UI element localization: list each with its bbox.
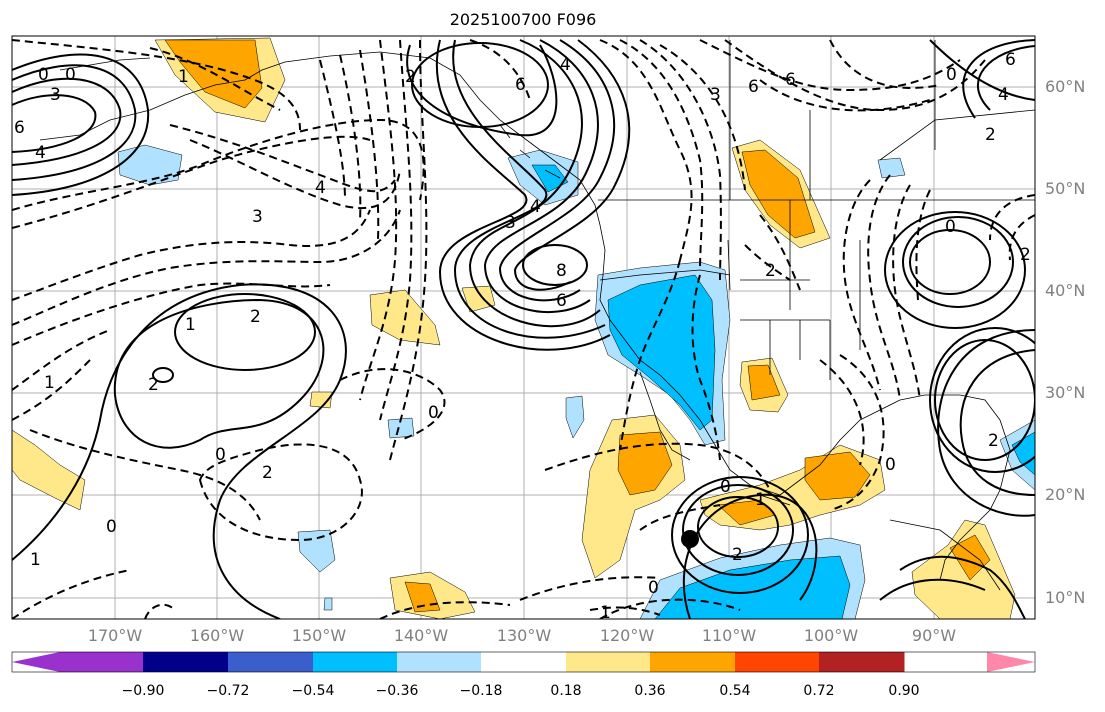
lon-label: 110°W: [701, 626, 757, 645]
negative-anomaly-fill: [117, 144, 1035, 619]
contour-label: 2: [405, 67, 416, 87]
contour-label: 1: [185, 315, 196, 335]
station-dot-marker: [681, 530, 699, 548]
dashed-contours: [12, 39, 1035, 619]
colorbar-segment: [397, 652, 482, 672]
positive-anomaly-fill: [12, 37, 1016, 619]
colorbar-tick-label: −0.72: [206, 683, 250, 699]
contour-label: 4: [315, 178, 326, 198]
contour-label: 4: [560, 55, 571, 75]
contour-label: 6: [14, 118, 25, 138]
solid-contours: [12, 39, 1035, 619]
lon-label: 120°W: [599, 626, 655, 645]
colorbar-segment: [143, 652, 229, 672]
contour-label: 3: [252, 207, 263, 227]
lat-label: 30°N: [1045, 383, 1086, 402]
contour-label: 2: [765, 261, 776, 281]
contour-label: 0: [648, 578, 659, 598]
colorbar-tick-label: −0.18: [459, 683, 503, 699]
lon-label: 100°W: [803, 626, 859, 645]
contour-label: 1: [44, 373, 55, 393]
contour-label: 4: [35, 143, 46, 163]
contour-label: 6: [748, 77, 759, 97]
colorbar-tick-label: 0.90: [888, 683, 920, 699]
map-title: 2025100700 F096: [449, 10, 597, 29]
contour-label: 0: [38, 65, 49, 85]
colorbar-segment: [313, 652, 398, 672]
contour-label: 4: [998, 85, 1009, 105]
contour-label: 2: [148, 375, 159, 395]
contour-label: 2: [262, 463, 273, 483]
lat-label: 40°N: [1045, 281, 1086, 300]
lon-label: 140°W: [393, 626, 449, 645]
contour-label: 2: [250, 307, 261, 327]
contour-label: 3: [505, 213, 516, 233]
colorbar-tick-label: −0.36: [375, 683, 419, 699]
coastlines: [39, 40, 1035, 591]
colorbar-extend-low: [12, 652, 60, 672]
contour-label: 0: [428, 403, 439, 423]
lon-label: 130°W: [496, 626, 552, 645]
plot-frame: [11, 35, 1036, 620]
contour-label: 6: [785, 70, 796, 90]
contour-label: 2: [1020, 245, 1031, 265]
contour-label: 3: [50, 85, 61, 105]
colorbar-segment: [650, 652, 736, 672]
contour-label: 2: [732, 545, 743, 565]
lon-label: 90°W: [911, 626, 957, 645]
lat-label: 10°N: [1045, 588, 1086, 607]
colorbar-tick-label: 0.18: [550, 683, 582, 699]
contour-labels: 0 6 4 3 0 6 2 4 6 4 3 1 2 2 1 3 4 3 6 8 …: [14, 50, 1031, 623]
lon-label: 160°W: [189, 626, 245, 645]
contour-label: 0: [65, 65, 76, 85]
colorbar-segment: [228, 652, 314, 672]
contour-label: 1: [178, 67, 189, 87]
lon-label: 170°W: [87, 626, 143, 645]
contour-label: 2: [985, 125, 996, 145]
colorbar-tick-label: −0.54: [291, 683, 335, 699]
colorbar-tick-label: 0.54: [719, 683, 751, 699]
contour-label: 4: [530, 197, 541, 217]
contour-label: 0: [215, 445, 226, 465]
contour-label: 2: [988, 431, 999, 451]
lon-label: 150°W: [291, 626, 347, 645]
contour-label: 0: [945, 217, 956, 237]
colorbar-tick-label: 0.36: [634, 683, 666, 699]
contour-label: 1: [755, 490, 766, 510]
gridlines: [12, 36, 1035, 619]
contour-label: 6: [556, 291, 567, 311]
colorbar-tick-label: −0.90: [121, 683, 165, 699]
colorbar-segment: [819, 652, 905, 672]
contour-label: 1: [30, 550, 41, 570]
contour-label: 6: [1005, 50, 1016, 70]
colorbar-segment: [60, 652, 144, 672]
contour-label: 8: [556, 261, 567, 281]
contour-label: 0: [885, 455, 896, 475]
contour-label: 0: [946, 65, 957, 85]
lat-label: 60°N: [1045, 77, 1086, 96]
contour-label: 0: [720, 477, 731, 497]
colorbar-segment: [481, 652, 567, 672]
contour-label: 3: [710, 85, 721, 105]
colorbar-extend-high: [987, 652, 1035, 672]
lat-label: 50°N: [1045, 179, 1086, 198]
contour-label: 6: [515, 75, 526, 95]
contour-label: 0: [106, 517, 117, 537]
colorbar-tick-label: 0.72: [803, 683, 835, 699]
colorbar: [11, 651, 1036, 673]
lat-label: 20°N: [1045, 485, 1086, 504]
contour-label: 1: [600, 603, 611, 623]
colorbar-segment: [735, 652, 820, 672]
colorbar-segment: [566, 652, 651, 672]
